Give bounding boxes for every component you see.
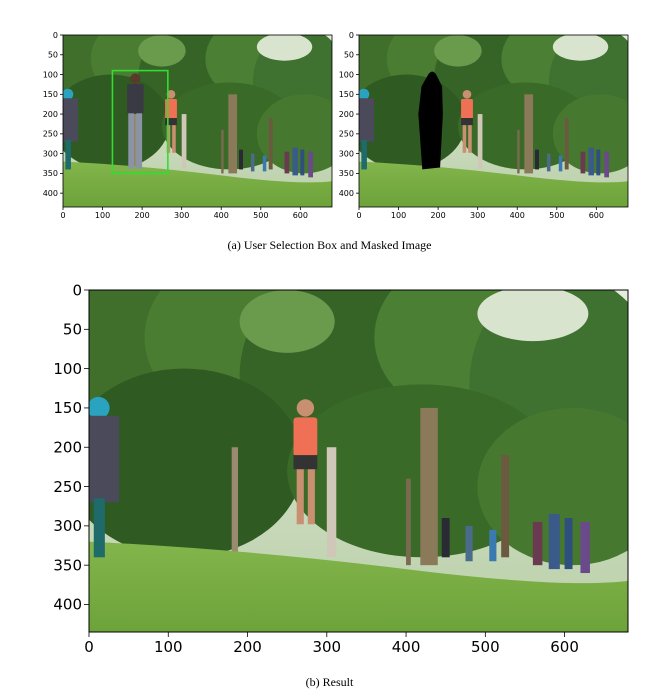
x-tick-label: 500 — [471, 638, 500, 656]
y-tick-label: 300 — [43, 149, 58, 158]
y-tick-label: 50 — [63, 321, 82, 339]
y-tick-label: 200 — [339, 110, 354, 119]
y-tick-label: 250 — [43, 130, 58, 139]
result-image — [41, 251, 659, 632]
y-tick-label: 250 — [339, 130, 354, 139]
masked-image — [359, 35, 628, 207]
y-tick-label: 350 — [339, 169, 354, 178]
x-tick-label: 400 — [214, 211, 229, 220]
y-tick-label: 350 — [53, 556, 82, 574]
panel-a-original-image: 0 100 200 300 400 500 600 0 50 100 150 200 250 300 350… — [43, 31, 333, 220]
panel-a-masked-image: 0 100 200 300 400 500 600 0 50 100 150 200 250 300 350… — [339, 31, 629, 220]
axes-frame — [88, 289, 629, 633]
caption-a: (a) User Selection Box and Masked Image — [227, 238, 432, 252]
y-tick-label: 100 — [339, 70, 354, 79]
y-tick-label: 0 — [72, 281, 82, 299]
y-tick-label: 250 — [53, 478, 82, 496]
y-tick-label: 200 — [53, 438, 82, 456]
y-tick-label: 300 — [53, 517, 82, 535]
y-tick-label: 0 — [53, 31, 58, 40]
y-tick-label: 400 — [53, 596, 82, 614]
y-tick-label: 0 — [349, 31, 354, 40]
x-tick-label: 100 — [391, 211, 406, 220]
axis-ticks: 0 100 200 300 400 500 600 0 50 100 150 200 250 300 350… — [53, 281, 579, 656]
y-tick-label: 200 — [43, 110, 58, 119]
x-tick-label: 300 — [470, 211, 485, 220]
x-tick-label: 400 — [392, 638, 421, 656]
x-tick-label: 600 — [589, 211, 604, 220]
x-tick-label: 500 — [253, 211, 268, 220]
x-tick-label: 300 — [312, 638, 341, 656]
y-tick-label: 150 — [43, 90, 58, 99]
x-tick-label: 300 — [174, 211, 189, 220]
y-tick-label: 300 — [339, 149, 354, 158]
caption-b: (b) Result — [305, 675, 354, 689]
y-tick-label: 100 — [53, 360, 82, 378]
axis-ticks: 0 100 200 300 400 500 600 0 50 100 150 200 250 300 350… — [339, 31, 604, 220]
axis-ticks: 0 100 200 300 400 500 600 0 50 100 150 200 250 300 350… — [43, 31, 308, 220]
x-tick-label: 600 — [293, 211, 308, 220]
y-tick-label: 100 — [43, 70, 58, 79]
axes-frame — [62, 34, 333, 208]
x-tick-label: 200 — [430, 211, 445, 220]
x-tick-label: 0 — [84, 638, 94, 656]
x-tick-label: 500 — [549, 211, 564, 220]
axes-frame — [358, 34, 629, 208]
x-tick-label: 600 — [550, 638, 579, 656]
y-tick-label: 50 — [48, 51, 58, 60]
x-tick-label: 400 — [510, 211, 525, 220]
x-tick-label: 200 — [233, 638, 262, 656]
selection-box[interactable] — [111, 69, 169, 175]
x-tick-label: 200 — [134, 211, 149, 220]
x-tick-label: 0 — [356, 211, 361, 220]
y-tick-label: 150 — [339, 90, 354, 99]
y-tick-label: 400 — [43, 189, 58, 198]
y-tick-label: 150 — [53, 399, 82, 417]
panel-b-result-image: 0 100 200 300 400 500 600 0 50 100 150 200 250 300 350… — [41, 251, 659, 656]
y-tick-label: 50 — [344, 51, 354, 60]
y-tick-label: 350 — [43, 169, 58, 178]
x-tick-label: 100 — [154, 638, 183, 656]
y-tick-label: 400 — [339, 189, 354, 198]
original-image — [63, 35, 332, 207]
x-tick-label: 0 — [60, 211, 65, 220]
x-tick-label: 100 — [95, 211, 110, 220]
